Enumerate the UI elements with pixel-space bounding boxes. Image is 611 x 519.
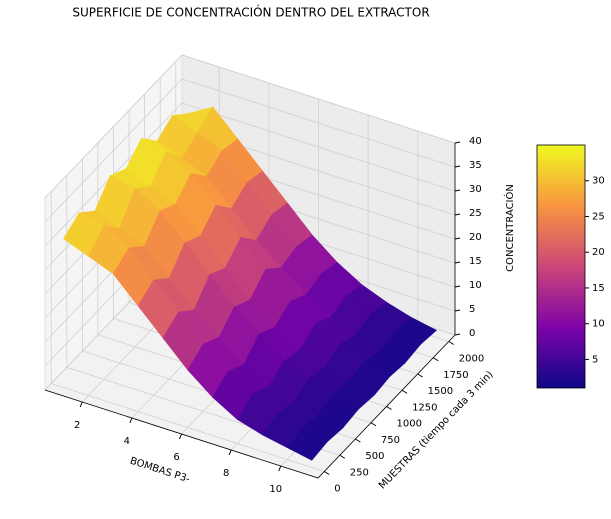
y-tick bbox=[432, 357, 439, 362]
y-tick bbox=[339, 454, 346, 459]
z-tick bbox=[454, 165, 461, 168]
z-tick-label: 0 bbox=[469, 328, 475, 339]
y-tick-label: 250 bbox=[350, 467, 369, 478]
z-tick-label: 20 bbox=[469, 232, 482, 243]
y-tick-label: 1500 bbox=[428, 386, 453, 397]
y-tick bbox=[323, 471, 330, 475]
y-tick-label: 1000 bbox=[397, 419, 422, 430]
z-tick-label: 30 bbox=[469, 184, 482, 195]
y-tick-label: 500 bbox=[365, 451, 384, 462]
z-tick-label: 25 bbox=[469, 208, 482, 219]
grid-line bbox=[44, 78, 456, 223]
z-tick-label: 5 bbox=[469, 304, 475, 315]
x-tick bbox=[278, 465, 282, 472]
colorbar-tick-label: 25 bbox=[592, 211, 605, 222]
y-tick bbox=[355, 438, 361, 443]
y-tick bbox=[401, 389, 408, 394]
x-tick-label: 4 bbox=[124, 436, 130, 447]
x-tick-label: 6 bbox=[173, 452, 179, 463]
colorbar-tick-label: 20 bbox=[592, 247, 605, 258]
x-tick bbox=[79, 401, 83, 408]
colorbar-tick-label: 5 bbox=[592, 354, 598, 365]
colorbar-tick-label: 15 bbox=[592, 283, 605, 294]
z-tick bbox=[454, 213, 461, 216]
grid-line bbox=[44, 102, 456, 247]
z-tick bbox=[454, 309, 461, 312]
colorbar bbox=[536, 144, 586, 389]
y-tick-label: 750 bbox=[381, 435, 400, 446]
y-tick-label: 1250 bbox=[412, 402, 437, 413]
axis-line bbox=[44, 334, 456, 479]
y-tick bbox=[417, 373, 423, 378]
z-tick-label: 35 bbox=[469, 160, 482, 171]
grid-line bbox=[44, 54, 456, 199]
surface-patch bbox=[286, 428, 328, 461]
x-axis-label: BOMBAS P3- bbox=[128, 456, 191, 486]
y-tick bbox=[448, 341, 455, 345]
z-tick-label: 40 bbox=[469, 136, 482, 147]
z-tick bbox=[454, 333, 461, 336]
colorbar-tick-label: 30 bbox=[592, 176, 605, 187]
z-tick-label: 15 bbox=[469, 256, 482, 267]
z-tick bbox=[454, 285, 461, 288]
x-tick-label: 10 bbox=[269, 484, 282, 495]
y-tick bbox=[386, 406, 392, 410]
z-tick bbox=[454, 189, 461, 192]
y-tick bbox=[370, 422, 377, 427]
z-tick bbox=[454, 261, 461, 264]
x-tick bbox=[129, 417, 133, 424]
z-tick-label: 10 bbox=[469, 280, 482, 291]
colorbar-tick-label: 10 bbox=[592, 319, 605, 330]
x-tick bbox=[228, 449, 232, 456]
y-tick-label: 2000 bbox=[459, 354, 484, 365]
z-axis-label: CONCENTRACIÓN bbox=[503, 184, 516, 272]
y-tick-label: 1750 bbox=[443, 370, 468, 381]
x-tick-label: 2 bbox=[74, 420, 80, 431]
z-tick bbox=[454, 141, 461, 144]
x-tick bbox=[179, 433, 182, 440]
z-tick bbox=[454, 237, 461, 240]
y-tick-label: 0 bbox=[334, 484, 340, 495]
chart-title: SUPERFICIE DE CONCENTRACIÓN DENTRO DEL E… bbox=[72, 5, 429, 20]
x-tick-label: 8 bbox=[223, 468, 229, 479]
